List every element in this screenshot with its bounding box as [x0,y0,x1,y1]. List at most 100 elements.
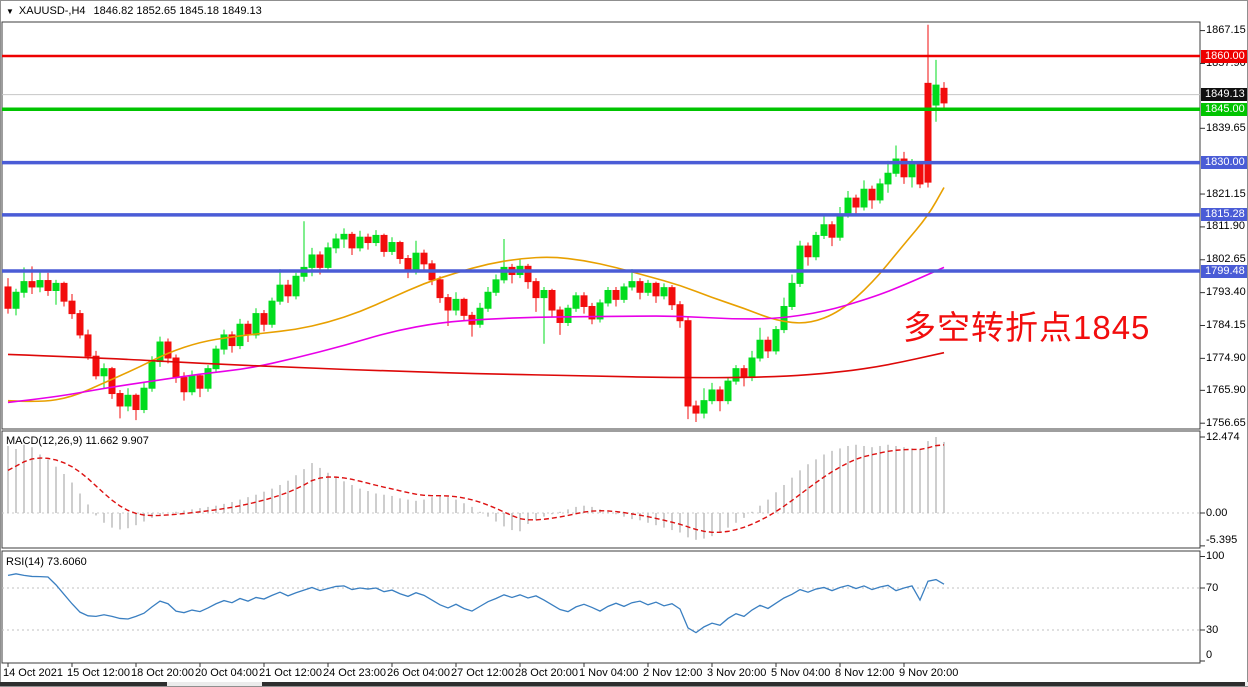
x-axis-label: 14 Oct 2021 [3,667,63,679]
x-axis-label: 18 Oct 20:00 [131,667,194,679]
candle-body [652,282,660,297]
candle-body [36,280,44,288]
candle-body [364,236,372,244]
candle-body [628,281,636,288]
candle-body [316,254,324,268]
candle-body [212,348,220,370]
candle-body [908,162,916,178]
candle-body [28,281,36,288]
candle-body [668,287,676,306]
candle-body [68,300,76,315]
candle-body [604,289,612,304]
candle-body [284,284,292,297]
candle-body [124,394,132,407]
candle-body [420,252,428,265]
candle-body [460,298,468,316]
candle-body [12,291,20,309]
candle-body [812,234,820,258]
candle-body [172,357,180,379]
candle-body [844,197,852,215]
rsi-line [7,573,945,634]
ma-red [7,351,945,379]
candle-body [292,275,300,297]
price-axis-label: 1811.90 [1206,220,1245,233]
macd-pane-border [1,430,1201,549]
price-axis-label: 1867.15 [1206,24,1246,37]
candle-body [76,313,84,336]
candle-body [732,368,740,382]
candle-body [692,405,700,414]
price-axis-label: 1821.15 [1206,187,1246,200]
main-pane-border [1,21,1201,430]
candle-body [196,375,204,389]
candle-body [676,304,684,322]
candle-body [60,282,68,302]
candle-body [348,233,356,249]
candle-body [4,286,12,309]
candle-body [884,172,892,185]
candle-body [612,289,620,300]
candle-body [140,387,148,411]
horizontal-scrollbar[interactable] [0,682,1248,686]
scrollbar-thumb-right[interactable] [262,682,1245,686]
scrollbar-thumb-left[interactable] [0,682,167,686]
candle-body [180,377,188,393]
rsi-axis-label: 70 [1206,581,1219,594]
candle-body [412,252,420,272]
rsi-axis-label: 30 [1206,623,1219,636]
candle-body [452,298,460,311]
candle-body [228,334,236,347]
macd-indicator-label: MACD(12,26,9) 11.662 9.907 [6,435,149,447]
rsi-axis-label: 100 [1206,550,1225,562]
price-axis-label: 1793.40 [1206,286,1246,299]
macd-signal-line [7,444,945,534]
candle-body [476,307,484,325]
candle-body [868,188,876,201]
candle-body [772,329,780,352]
candle-body [252,313,260,336]
candle-body [636,281,644,293]
candle-body [436,279,444,299]
x-axis-label: 26 Oct 04:00 [387,667,450,679]
x-axis-label: 15 Oct 12:00 [67,667,130,679]
price-badge: 1799.48 [1201,264,1247,278]
candle-body [244,323,252,336]
candle-body [204,368,212,389]
candle-body [892,158,900,174]
candle-body [20,281,28,293]
candle-body [700,400,708,414]
candle-body [924,82,932,183]
price-badge: 1849.13 [1201,88,1247,102]
candle-body [716,389,724,402]
macd-axis-label: -5.395 [1206,533,1238,546]
x-axis-label: 2 Nov 12:00 [643,667,703,679]
candle-body [740,368,748,379]
macd-axis-label: 0.00 [1206,506,1228,519]
candle-body [484,291,492,309]
candle-body [916,162,924,185]
price-axis-label: 1774.90 [1206,351,1246,364]
candle-body [876,183,884,201]
candle-body [332,238,340,249]
candle-body [524,265,532,283]
rsi-indicator-label: RSI(14) 73.6060 [6,556,87,568]
candle-body [596,302,604,320]
candle-body [620,286,628,300]
candle-body [540,289,548,299]
candle-body [580,295,588,307]
candle-body [380,234,388,252]
candle-body [356,236,364,249]
symbol-dropdown-icon[interactable]: ▼ [6,6,14,16]
x-axis-label: 27 Oct 12:00 [451,667,514,679]
x-axis-label: 20 Oct 04:00 [195,667,258,679]
candle-body [268,300,276,325]
x-axis-label: 3 Nov 20:00 [707,667,767,679]
candle-body [500,266,508,281]
candle-body [900,158,908,178]
candle-body [836,213,844,238]
candle-body [444,297,452,311]
candle-body [748,357,756,379]
candle-body [44,280,52,291]
